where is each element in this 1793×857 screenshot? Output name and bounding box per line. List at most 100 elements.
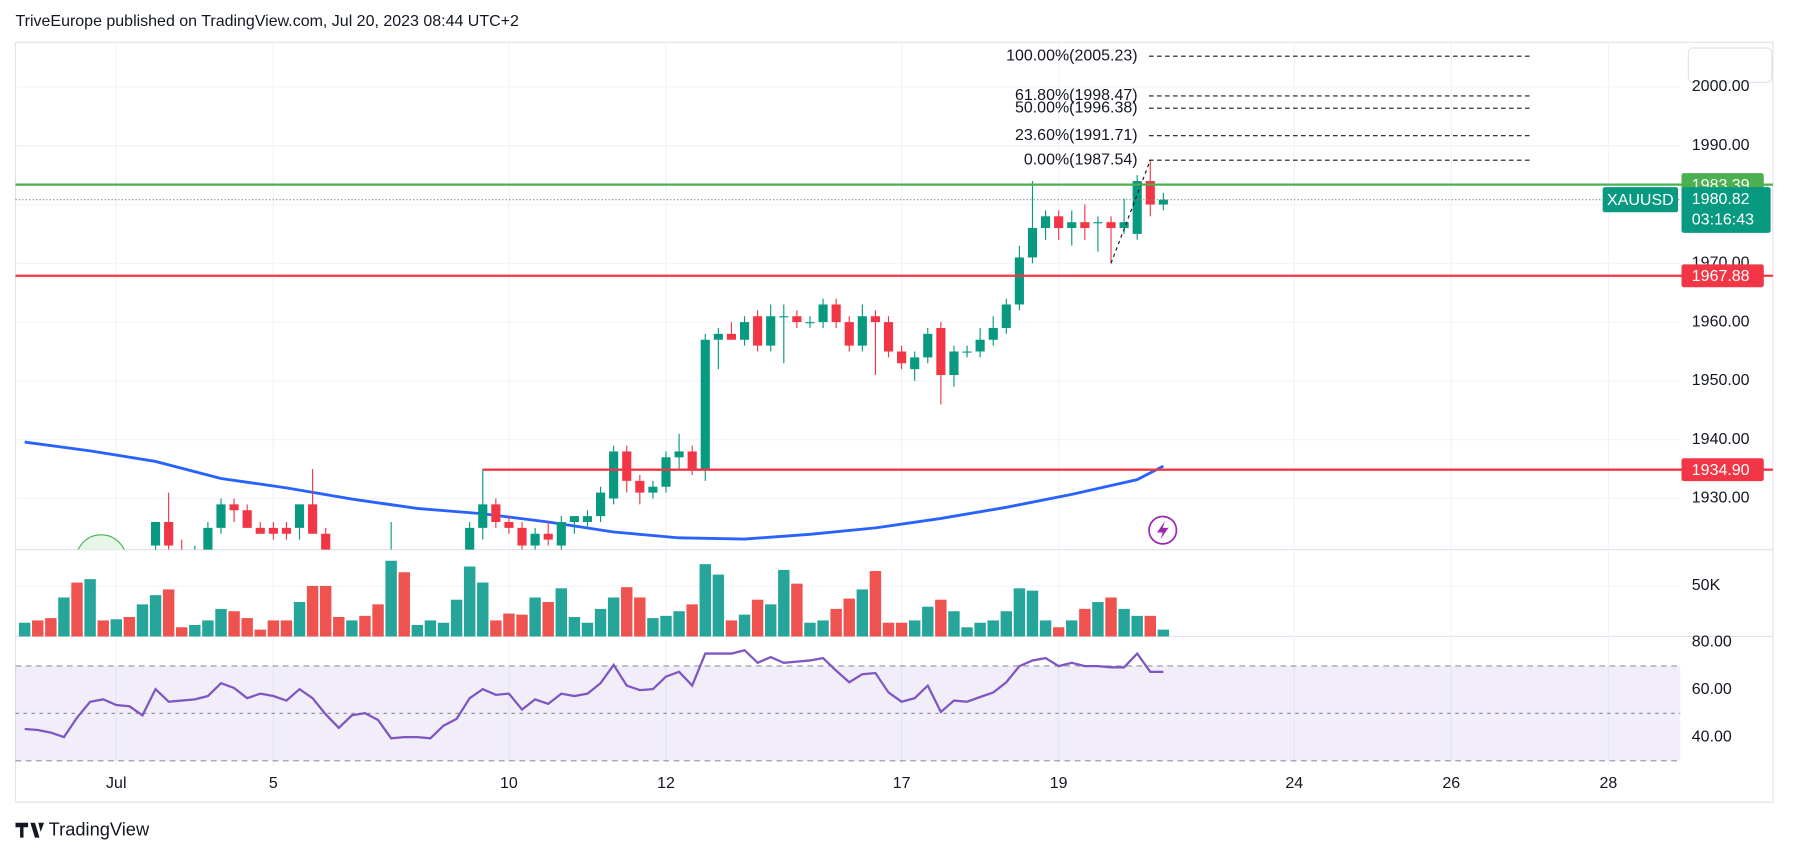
- volume-bar: [503, 613, 515, 637]
- volume-bar: [1131, 615, 1143, 637]
- volume-bar: [516, 614, 528, 637]
- candle-body: [1027, 228, 1038, 258]
- volume-bar: [123, 616, 136, 637]
- volume-bar: [869, 571, 882, 637]
- candle-body: [308, 504, 318, 534]
- candle-body: [1041, 216, 1051, 229]
- candle-body: [753, 316, 763, 346]
- volume-bar: [961, 627, 973, 637]
- fib-label: 23.60%(1991.71): [1015, 127, 1138, 144]
- volume-bar: [1000, 611, 1013, 637]
- volume-bar: [306, 585, 319, 637]
- volume-bar: [372, 604, 384, 637]
- fib-label: 50.00%(1996.38): [1015, 99, 1138, 116]
- candle-body: [281, 527, 292, 534]
- volume-bar: [1092, 602, 1104, 637]
- candle-body: [138, 557, 147, 569]
- y-tick-label: 2000.00: [1692, 78, 1750, 95]
- fib-trend: [1110, 160, 1151, 264]
- candle-body: [713, 333, 723, 340]
- volume-bar: [1052, 627, 1065, 637]
- alert-icon-bolt: [1157, 521, 1169, 540]
- volume-bar: [202, 620, 214, 637]
- candle-body: [125, 563, 134, 569]
- fib-label: 61.80%(1998.47): [1015, 87, 1138, 104]
- volume-bar: [1066, 620, 1078, 637]
- last-price-label: 1980.82: [1692, 191, 1750, 208]
- volume-bar: [254, 629, 266, 637]
- x-tick-label: 24: [1285, 775, 1303, 792]
- candle-body: [347, 575, 356, 581]
- moving-average: [24, 440, 1165, 541]
- volume-bar: [568, 616, 581, 637]
- candle-body: [988, 327, 998, 340]
- x-tick-label: Jul: [106, 775, 126, 792]
- candle-body: [268, 527, 278, 534]
- rsi-tick-label: 60.00: [1692, 681, 1732, 698]
- symbol-label: XAUUSD: [1607, 192, 1674, 209]
- candle-body: [739, 322, 750, 340]
- candle-body: [883, 322, 894, 352]
- candle-body: [661, 457, 671, 487]
- y-tick-label: 1960.00: [1692, 313, 1750, 330]
- volume-bar: [32, 620, 44, 637]
- candle-body: [870, 316, 880, 323]
- candle-body: [229, 504, 239, 511]
- price-level-label: 1934.90: [1692, 462, 1750, 479]
- volume-bar: [529, 597, 541, 637]
- x-tick-label: 28: [1599, 775, 1617, 792]
- fib-label: 100.00%(2005.23): [1006, 47, 1138, 64]
- candle-body: [674, 451, 684, 458]
- volume-bar: [176, 627, 188, 637]
- rsi-pane: [15, 648, 1681, 762]
- candle-body: [779, 316, 789, 318]
- volume-bar: [948, 611, 960, 637]
- candle-body: [1054, 216, 1064, 229]
- volume-bar: [385, 560, 397, 637]
- volume-bar: [778, 569, 790, 637]
- candle-body: [648, 486, 658, 493]
- toolbar-box[interactable]: [1687, 47, 1773, 83]
- volume-bar: [1079, 608, 1091, 637]
- volume-bar: [1026, 590, 1039, 637]
- price-pane: [24, 160, 1168, 599]
- candle-body: [491, 504, 501, 522]
- volume-bar: [987, 620, 999, 637]
- candle-body: [426, 587, 435, 593]
- chart-frame: [14, 41, 1774, 803]
- candle-body: [203, 527, 213, 550]
- volume-bar: [765, 604, 777, 637]
- event-icon[interactable]: [76, 534, 126, 585]
- candle-body: [504, 521, 514, 528]
- candle-body: [1119, 222, 1129, 229]
- candle-body: [517, 527, 527, 546]
- candle-body: [1158, 199, 1168, 205]
- y-tick-label: 1950.00: [1692, 372, 1750, 389]
- volume-bar: [660, 615, 672, 637]
- rsi-tick-label: 40.00: [1692, 728, 1732, 745]
- candle-body: [413, 593, 422, 599]
- candle-body: [910, 357, 920, 370]
- volume-bar: [751, 599, 764, 637]
- rsi-tick-label: 80.00: [1692, 633, 1732, 650]
- y-tick-label: 1990.00: [1692, 137, 1750, 154]
- overlay: Jul 5 10 12 17 19 24 26 28 1930.00 1940.00 1950.00 1…: [15, 47, 1773, 792]
- volume-bar: [97, 620, 109, 637]
- volume-bar: [267, 620, 280, 637]
- volume-bar: [346, 620, 358, 637]
- volume-bar: [136, 604, 149, 637]
- candle-body: [582, 516, 593, 522]
- candle-body: [59, 575, 68, 587]
- candle-body: [975, 339, 985, 352]
- countdown-label: 03:16:43: [1692, 212, 1754, 229]
- candle-body: [949, 351, 959, 376]
- volume-bar: [424, 620, 437, 637]
- volume-bar: [908, 620, 921, 637]
- candle-body: [334, 557, 343, 581]
- volume-bar: [1039, 620, 1052, 637]
- candle-body: [164, 521, 174, 546]
- x-tick-label: 26: [1442, 775, 1460, 792]
- x-tick-label: 12: [657, 775, 675, 792]
- volume-pane: [18, 560, 1170, 637]
